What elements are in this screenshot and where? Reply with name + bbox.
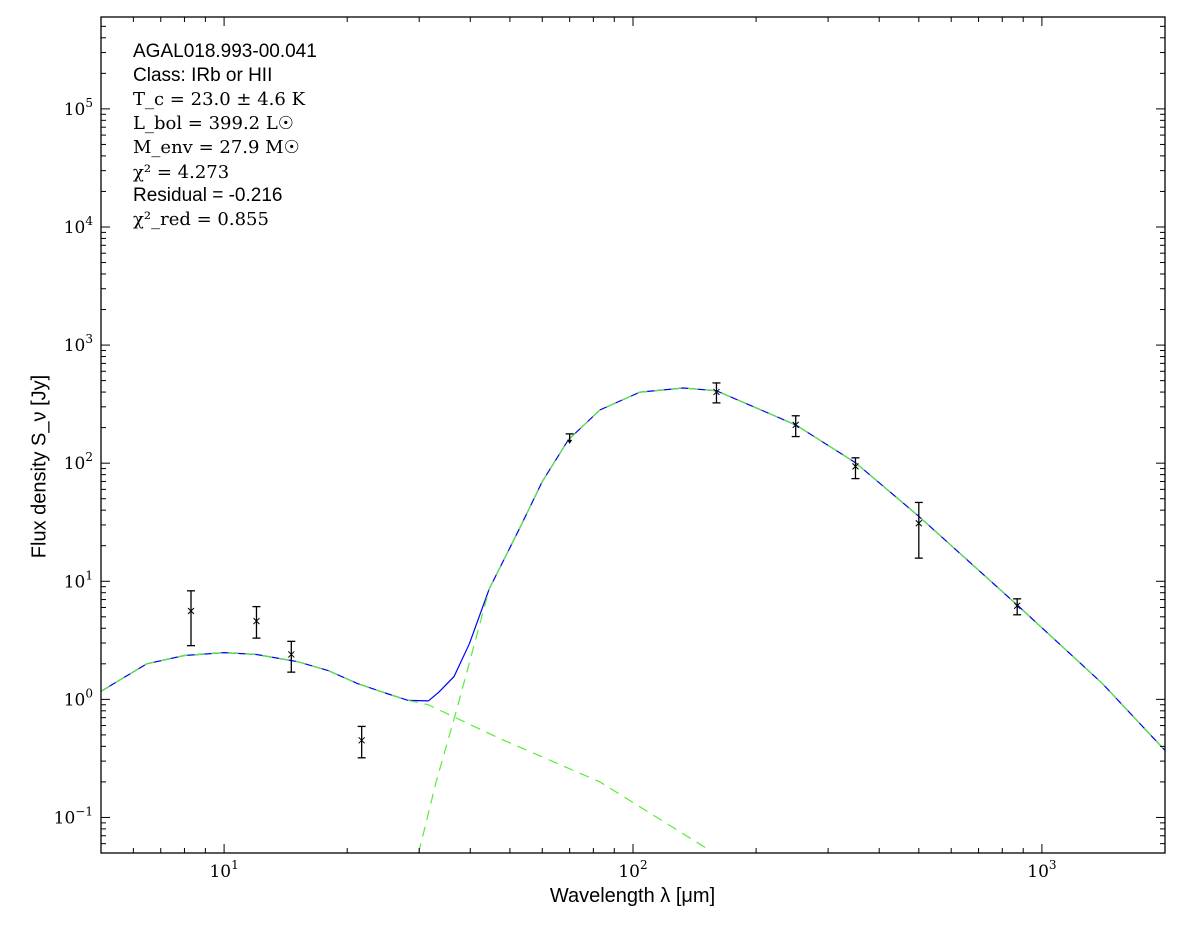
data-point-marker <box>915 519 923 527</box>
y-tick-label: 104 <box>64 214 94 238</box>
residual-label: Residual = -0.216 <box>133 185 283 206</box>
y-tick-label: 102 <box>64 450 93 474</box>
temperature-label: T_c = 23.0 ± 4.6 K <box>133 89 306 110</box>
y-tick-label: 103 <box>64 332 93 356</box>
x-tick-label: 101 <box>209 858 238 882</box>
data-point-marker <box>358 736 366 744</box>
component-curve-1 <box>418 387 1165 853</box>
mass-label: M_env = 27.9 M☉ <box>133 137 300 158</box>
luminosity-label: L_bol = 399.2 L☉ <box>133 113 294 134</box>
component-curve-2 <box>101 651 712 852</box>
source-name: AGAL018.993-00.041 <box>133 41 317 62</box>
x-tick-label: 103 <box>1027 858 1056 882</box>
chi2-red-label: χ²_red = 0.855 <box>133 209 269 230</box>
chi2-label: χ² = 4.273 <box>133 162 230 183</box>
data-point-marker <box>713 388 720 396</box>
y-tick-label: 101 <box>64 568 93 592</box>
y-tick-label: 100 <box>64 686 93 710</box>
y-tick-label: 10−1 <box>54 804 93 828</box>
x-tick-label: 102 <box>618 858 647 882</box>
data-point-marker <box>1013 602 1021 610</box>
y-axis-label: Flux density S_ν [Jy] <box>28 374 51 559</box>
class-label: Class: IRb or HII <box>133 65 273 86</box>
x-axis-label: Wavelength λ [μm] <box>549 885 716 907</box>
data-point-marker <box>792 421 800 429</box>
model-curve <box>101 387 1165 752</box>
data-point-marker <box>253 617 260 625</box>
y-tick-label: 105 <box>64 96 93 120</box>
upper-limit-arrow <box>567 439 573 444</box>
data-point-marker <box>852 462 859 470</box>
data-point-marker <box>187 607 195 615</box>
data-point-marker <box>287 651 295 658</box>
